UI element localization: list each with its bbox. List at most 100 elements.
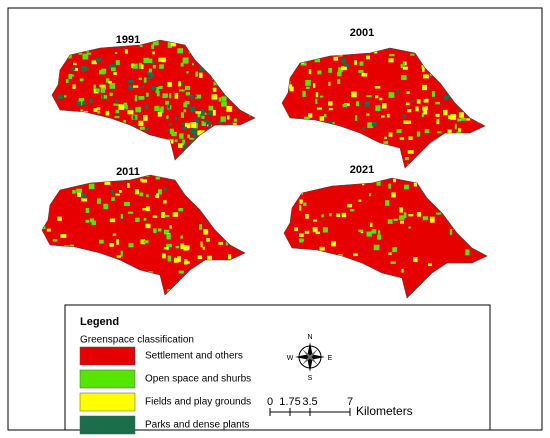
map-patch (151, 44, 155, 50)
map-patch (361, 72, 368, 77)
map-patch (78, 52, 83, 55)
map-patch (454, 124, 457, 130)
map-patch (413, 182, 417, 187)
map-patch (123, 119, 127, 123)
map-patch (443, 95, 450, 100)
map-patch (91, 220, 96, 226)
map-patch (183, 245, 190, 250)
map-patch (184, 57, 189, 63)
map-patch (155, 175, 160, 180)
map-patch (141, 64, 144, 69)
map-patch (100, 87, 106, 93)
map-patch (143, 114, 148, 121)
map-patch (194, 95, 197, 98)
map-patch (344, 63, 350, 67)
map-patch (203, 120, 210, 123)
map-patch (151, 86, 157, 91)
map-patch (448, 115, 454, 120)
legend-box (64, 304, 491, 431)
map-patch (379, 97, 383, 101)
map-patch (164, 187, 167, 191)
map-patch (341, 66, 347, 71)
map-patch (386, 113, 390, 118)
map-patch (123, 102, 128, 109)
map-patch (195, 111, 202, 114)
map-patch (447, 129, 452, 134)
map-patch (329, 213, 332, 217)
map-patch (203, 229, 209, 235)
legend-swatch (79, 369, 136, 389)
compass-n: N (307, 334, 312, 341)
map-patch (177, 48, 184, 54)
map-patch (127, 182, 130, 188)
map-patch (396, 129, 402, 133)
map-patch (142, 208, 147, 211)
map-patch (158, 85, 163, 89)
map-patch (148, 68, 152, 73)
map-patch (93, 108, 98, 112)
map-patch (355, 101, 360, 107)
map-patch (204, 112, 207, 115)
map-patch (159, 108, 164, 114)
map-patch (46, 228, 51, 232)
map-patch (139, 192, 144, 197)
map-patch (338, 67, 343, 73)
map-patch (300, 238, 305, 242)
map-patch (91, 60, 97, 65)
map-patch (97, 110, 101, 114)
map-patch (358, 229, 363, 233)
map-patch (134, 116, 138, 120)
map-patch (313, 219, 317, 222)
map-patch (184, 100, 190, 105)
map-patch (381, 115, 385, 118)
map-patch (96, 57, 102, 63)
map-patch (179, 89, 185, 92)
map-patch (410, 53, 415, 56)
map-patch (362, 127, 366, 131)
map-patch (184, 143, 187, 150)
map-patch (450, 114, 457, 120)
map-patch (145, 104, 149, 110)
map-patch (190, 106, 196, 113)
map-patch (400, 75, 407, 81)
map-patch (180, 62, 184, 67)
map-patch (185, 91, 190, 96)
map-patch (198, 224, 203, 230)
map-patch (228, 254, 232, 260)
map-patch (132, 63, 138, 69)
map-patch (382, 103, 387, 109)
map-patch (197, 255, 203, 260)
map-patch (366, 231, 372, 237)
map-patch (465, 249, 470, 256)
map-patch (199, 72, 203, 78)
map-patch (304, 116, 310, 120)
map-patch (192, 132, 197, 139)
map-patch (135, 106, 141, 113)
map-patch (401, 268, 404, 273)
map-patch (190, 122, 197, 128)
map-patch (109, 83, 116, 89)
map-patch (435, 113, 440, 117)
map-patch (179, 133, 184, 139)
map-patch (422, 106, 426, 111)
legend-subtitle: Greenspace classification (80, 335, 194, 346)
map-patch (402, 61, 406, 66)
map-patch (57, 94, 63, 100)
map-patch (421, 66, 425, 72)
legend-title: Legend (80, 316, 119, 328)
map-patch (226, 105, 233, 112)
map-patch (337, 79, 341, 85)
map-patch (374, 86, 381, 89)
map-patch (408, 226, 411, 229)
map-patch (105, 78, 110, 83)
legend-label: Settlement and others (145, 351, 243, 362)
map-patch (212, 110, 216, 116)
map-patch (83, 66, 89, 71)
map-patch (127, 211, 134, 214)
map-patch (115, 99, 118, 104)
map-patch (89, 98, 93, 104)
map-patch (305, 213, 309, 219)
map-patch (416, 131, 421, 137)
map-patch (113, 72, 117, 75)
map-patch (130, 106, 133, 112)
